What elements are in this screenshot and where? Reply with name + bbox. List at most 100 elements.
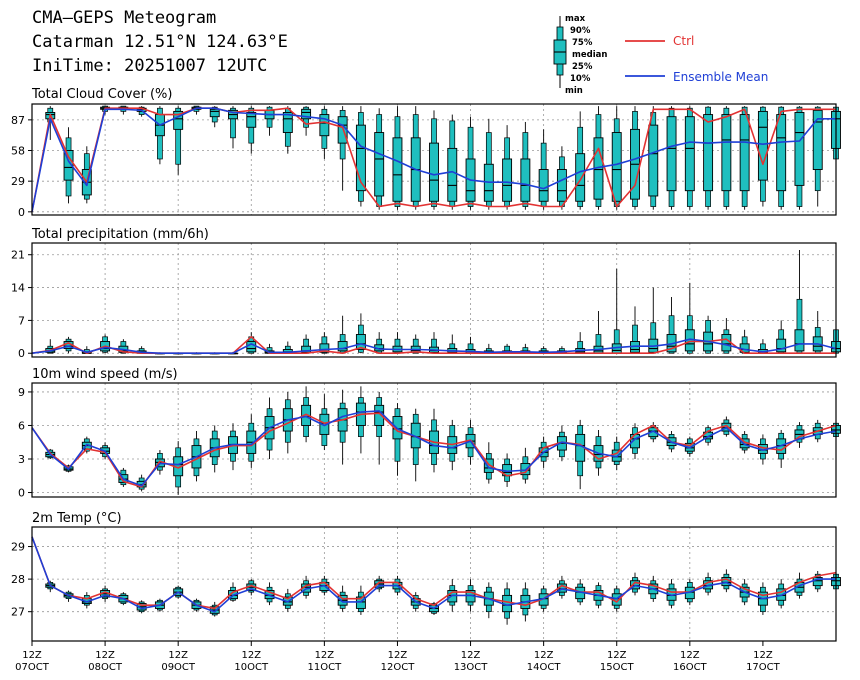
- y-tick-label: 3: [18, 453, 25, 466]
- y-tick-label: 27: [11, 606, 25, 619]
- ensemble-mean-line: [31, 536, 836, 613]
- box-25-75: [502, 158, 513, 202]
- panel-4: 2m Temp (°C) 27 28 29: [11, 511, 841, 642]
- ensemble-box: [355, 386, 366, 454]
- y-tick-label: 28: [11, 573, 25, 586]
- ensemble-box: [465, 116, 476, 210]
- box-25-75: [538, 169, 549, 202]
- panel-frame: [31, 103, 837, 216]
- ensemble-box: [812, 570, 823, 593]
- box-25-75: [666, 116, 677, 192]
- x-hour-label: 12Z: [22, 650, 42, 661]
- ensemble-box: [648, 287, 659, 354]
- panel-title: 10m wind speed (m/s): [32, 367, 178, 382]
- box-25-75: [684, 116, 695, 192]
- ensemble-box: [538, 129, 549, 210]
- box-25-75: [301, 345, 312, 353]
- y-tick-label: 6: [18, 419, 25, 432]
- ensemble-box: [410, 106, 421, 210]
- ensemble-box: [483, 118, 494, 210]
- ensemble-box: [502, 582, 513, 625]
- ensemble-box: [429, 110, 439, 210]
- y-tick-label: 0: [18, 487, 25, 500]
- x-date-label: 16OCT: [673, 662, 708, 673]
- box-25-75: [429, 142, 439, 202]
- box-25-75: [355, 124, 366, 192]
- box-25-75: [319, 413, 330, 435]
- ensemble-box: [520, 121, 531, 210]
- ensemble-box: [684, 106, 695, 210]
- x-hour-label: 12Z: [753, 650, 773, 661]
- y-tick-label: 9: [18, 386, 25, 399]
- ensemble-box: [392, 106, 403, 210]
- ensemble-box: [794, 250, 805, 354]
- ensemble-box: [794, 106, 805, 210]
- box-25-75: [721, 334, 732, 352]
- box-25-75: [392, 137, 403, 202]
- x-hour-label: 12Z: [388, 650, 408, 661]
- box-25-75: [63, 150, 74, 181]
- box-25-75: [520, 463, 531, 476]
- x-date-label: 14OCT: [527, 662, 562, 673]
- box-25-75: [209, 108, 220, 118]
- ensemble-box: [575, 111, 586, 210]
- box-25-75: [794, 112, 805, 186]
- y-tick-label: 29: [11, 541, 25, 554]
- ensemble-box: [63, 127, 74, 204]
- ensemble-box: [630, 572, 640, 596]
- y-tick-label: 87: [11, 114, 25, 127]
- ensemble-box: [374, 332, 385, 354]
- legend-box-label: 10%: [570, 74, 591, 84]
- station-location: Catarman 12.51°N 124.63°E: [32, 32, 288, 52]
- x-date-label: 15OCT: [600, 662, 635, 673]
- box-25-75: [794, 329, 805, 352]
- x-date-label: 12OCT: [381, 662, 416, 673]
- y-tick-label: 0: [18, 206, 25, 219]
- ensemble-box: [374, 391, 385, 465]
- panel-2: Total precipitation (mm/6h) 0 7 14 21: [11, 227, 841, 360]
- box-25-75: [301, 404, 312, 426]
- ensemble-box: [776, 106, 787, 210]
- ensemble-box: [703, 106, 714, 210]
- legend-mean-label: Ensemble Mean: [673, 70, 768, 84]
- ensemble-box: [282, 106, 293, 154]
- ensemble-box: [812, 311, 823, 354]
- box-25-75: [776, 338, 787, 353]
- ensemble-mean-line: [31, 410, 837, 487]
- box-25-75: [483, 458, 494, 473]
- panel-1: Total Cloud Cover (%) 0 29 58 87: [11, 87, 841, 219]
- ensemble-box: [337, 106, 348, 191]
- ensemble-mean-line: [31, 107, 836, 212]
- box-25-75: [757, 110, 768, 181]
- x-date-label: 09OCT: [161, 662, 196, 673]
- y-tick-label: 58: [11, 145, 25, 158]
- ensemble-box: [812, 106, 823, 207]
- box-10-90: [230, 107, 236, 139]
- box-25-75: [374, 132, 385, 197]
- panel-title: Total Cloud Cover (%): [31, 87, 172, 102]
- ensemble-box: [392, 403, 403, 476]
- box-25-75: [812, 109, 823, 170]
- y-tick-label: 21: [11, 249, 25, 262]
- legend-box-label: median: [572, 50, 607, 60]
- ctrl-line: [31, 536, 837, 610]
- box-25-75: [355, 334, 366, 350]
- x-hour-label: 12Z: [315, 650, 335, 661]
- ensemble-box: [374, 575, 385, 593]
- panel-frame: [31, 242, 837, 358]
- ensemble-box: [794, 422, 805, 448]
- ctrl-line: [31, 107, 836, 212]
- x-hour-label: 12Z: [680, 650, 700, 661]
- ensemble-box: [666, 106, 677, 210]
- ensemble-box: [648, 106, 659, 210]
- x-date-label: 11OCT: [308, 662, 343, 673]
- ensemble-box: [447, 114, 458, 210]
- y-tick-label: 14: [11, 282, 25, 295]
- box-25-75: [246, 341, 257, 353]
- ensemble-box: [739, 106, 750, 210]
- x-hour-label: 12Z: [534, 650, 554, 661]
- panel-title: Total precipitation (mm/6h): [31, 227, 209, 242]
- legend-box-label: 90%: [570, 26, 591, 36]
- y-tick-label: 29: [11, 175, 25, 188]
